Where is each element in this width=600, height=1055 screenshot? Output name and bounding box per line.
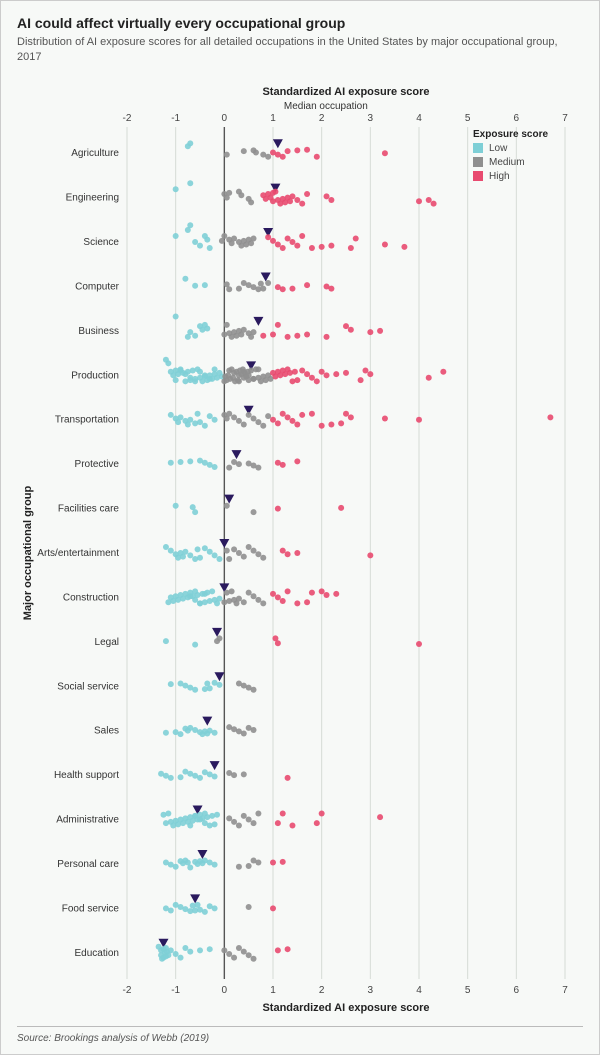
- svg-text:-2: -2: [123, 985, 132, 996]
- svg-text:Construction: Construction: [63, 592, 119, 603]
- page-title: AI could affect virtually every occupati…: [17, 15, 583, 31]
- strip-plot-svg: Standardized AI exposure score Major occu…: [17, 81, 583, 1021]
- svg-text:Food service: Food service: [62, 903, 120, 914]
- chart-page: AI could affect virtually every occupati…: [0, 0, 600, 1055]
- svg-text:7: 7: [562, 113, 568, 124]
- svg-text:4: 4: [416, 985, 422, 996]
- svg-text:Legal: Legal: [95, 637, 119, 648]
- svg-text:3: 3: [368, 985, 374, 996]
- svg-text:1: 1: [270, 113, 276, 124]
- svg-text:5: 5: [465, 113, 471, 124]
- svg-text:Medium: Medium: [489, 157, 525, 168]
- svg-text:High: High: [489, 171, 510, 182]
- svg-text:Protective: Protective: [75, 459, 120, 470]
- svg-text:Business: Business: [78, 326, 119, 337]
- svg-text:Health support: Health support: [54, 770, 119, 781]
- svg-text:Arts/entertainment: Arts/entertainment: [37, 548, 119, 559]
- svg-text:7: 7: [562, 985, 568, 996]
- svg-text:Standardized AI exposure score: Standardized AI exposure score: [262, 1002, 429, 1014]
- svg-text:-2: -2: [123, 113, 132, 124]
- svg-text:Facilities care: Facilities care: [58, 503, 120, 514]
- svg-text:Engineering: Engineering: [66, 192, 119, 203]
- svg-text:6: 6: [514, 985, 520, 996]
- svg-text:Computer: Computer: [75, 281, 120, 292]
- svg-text:Social service: Social service: [57, 681, 119, 692]
- chart-inner: AI could affect virtually every occupati…: [1, 1, 599, 1031]
- svg-text:5: 5: [465, 985, 471, 996]
- source-footer: Source: Brookings analysis of Webb (2019…: [17, 1020, 583, 1044]
- svg-text:1: 1: [270, 985, 276, 996]
- svg-text:Personal care: Personal care: [57, 859, 119, 870]
- svg-text:2: 2: [319, 113, 325, 124]
- svg-text:Sales: Sales: [94, 725, 119, 736]
- svg-text:Production: Production: [71, 370, 119, 381]
- svg-text:-1: -1: [171, 985, 180, 996]
- svg-text:Transportation: Transportation: [55, 414, 119, 425]
- svg-text:Standardized AI exposure score: Standardized AI exposure score: [262, 86, 429, 98]
- svg-text:2: 2: [319, 985, 325, 996]
- svg-text:Science: Science: [83, 237, 119, 248]
- svg-text:Agriculture: Agriculture: [71, 148, 119, 159]
- svg-text:Low: Low: [489, 143, 508, 154]
- svg-text:6: 6: [514, 113, 520, 124]
- svg-text:Education: Education: [75, 947, 119, 958]
- svg-text:-1: -1: [171, 113, 180, 124]
- source-text: Source: Brookings analysis of Webb (2019…: [17, 1033, 209, 1044]
- page-subtitle: Distribution of AI exposure scores for a…: [17, 35, 583, 65]
- svg-text:0: 0: [222, 985, 228, 996]
- svg-text:3: 3: [368, 113, 374, 124]
- svg-text:Administrative: Administrative: [56, 814, 119, 825]
- svg-text:Major occupational group: Major occupational group: [22, 485, 34, 620]
- svg-text:0: 0: [222, 113, 228, 124]
- svg-text:4: 4: [416, 113, 422, 124]
- svg-text:Exposure score: Exposure score: [473, 129, 548, 140]
- plot-area: Standardized AI exposure score Major occu…: [17, 81, 583, 1021]
- svg-text:Median occupation: Median occupation: [284, 101, 368, 112]
- source-divider: [17, 1026, 583, 1027]
